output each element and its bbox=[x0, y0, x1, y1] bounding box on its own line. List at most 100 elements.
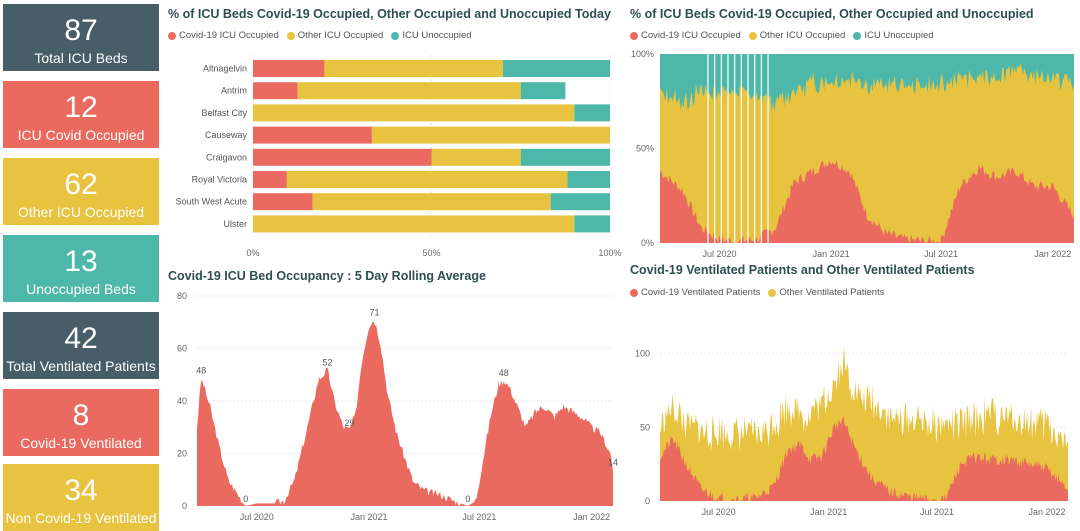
bar-segment bbox=[253, 193, 313, 211]
chart-title-today: % of ICU Beds Covid-19 Occupied, Other O… bbox=[168, 7, 611, 21]
data-label: 29 bbox=[344, 418, 354, 428]
y-tick-label: 60 bbox=[177, 344, 187, 354]
kpi-value: 62 bbox=[64, 168, 98, 201]
x-tick-label: Jul 2020 bbox=[702, 249, 736, 259]
category-label: Altnagelvin bbox=[203, 64, 247, 74]
y-tick-label: 100% bbox=[631, 49, 654, 59]
legend-dot bbox=[286, 31, 295, 40]
legend-item[interactable]: ICU Unoccupied bbox=[391, 30, 472, 41]
legend-label: ICU Unoccupied bbox=[402, 30, 472, 41]
bar-segment bbox=[324, 60, 503, 77]
legend-dot bbox=[391, 31, 400, 40]
bar-segment bbox=[253, 148, 432, 166]
chart-today[interactable]: 0% 50% 100% Altnagelvin Antrim Belfast City Ca… bbox=[165, 55, 622, 260]
kpi-value: 8 bbox=[72, 399, 90, 432]
legend-item[interactable]: Covid-19 ICU Occupied bbox=[168, 30, 279, 41]
bar-segment bbox=[253, 104, 575, 122]
x-tick-label: Jul 2021 bbox=[920, 507, 954, 517]
legend-dot bbox=[853, 31, 862, 40]
category-label: Causeway bbox=[205, 130, 248, 140]
kpi-value: 34 bbox=[64, 474, 98, 507]
y-tick-label: 40 bbox=[177, 396, 187, 406]
bar-segment bbox=[253, 60, 325, 77]
bar-segment bbox=[253, 82, 298, 100]
area-covid-ventilated bbox=[660, 415, 1068, 501]
x-tick-label: Jul 2021 bbox=[462, 512, 496, 522]
x-tick-label: Jan 2021 bbox=[350, 512, 387, 522]
kpi-label: Total Ventilated Patients bbox=[6, 358, 156, 374]
bar-segment bbox=[574, 215, 610, 233]
bar-segment bbox=[520, 148, 610, 166]
legend-dot bbox=[748, 31, 757, 40]
chart-rolling[interactable]: 0 20 40 60 80 48 0 52 29 71 0 48 14 Jul 2020 Jan 2021 J… bbox=[165, 290, 618, 530]
legend-dot bbox=[768, 288, 777, 297]
x-tick-label: Jan 2021 bbox=[810, 507, 847, 517]
y-tick-label: 0 bbox=[182, 501, 187, 511]
kpi-total-icu-beds: 87 Total ICU Beds bbox=[3, 4, 159, 71]
legend-today: Covid-19 ICU Occupied Other ICU Occupied… bbox=[168, 30, 472, 41]
bar-segment bbox=[312, 193, 551, 211]
data-label: 71 bbox=[369, 308, 379, 318]
y-tick-label: 50% bbox=[636, 144, 654, 154]
area-covid-occupied bbox=[660, 159, 1074, 243]
x-tick-label: Jul 2021 bbox=[924, 249, 958, 259]
kpi-total-ventilated: 42 Total Ventilated Patients bbox=[3, 312, 159, 379]
legend-item[interactable]: Other ICU Occupied bbox=[748, 30, 846, 41]
y-tick-label: 100 bbox=[635, 349, 650, 359]
legend-label: ICU Unoccupied bbox=[864, 30, 934, 41]
x-tick-label: Jan 2021 bbox=[813, 249, 850, 259]
category-label: Craigavon bbox=[206, 152, 247, 162]
kpi-value: 13 bbox=[64, 245, 98, 278]
chart-title-history: % of ICU Beds Covid-19 Occupied, Other O… bbox=[630, 7, 1034, 21]
x-tick-label: Jan 2022 bbox=[1029, 507, 1066, 517]
x-tick-label: 50% bbox=[422, 248, 440, 258]
legend-dot bbox=[168, 31, 176, 40]
chart-title-ventilated: Covid-19 Ventilated Patients and Other V… bbox=[630, 263, 975, 277]
chart-ventilated[interactable]: 0 50 100 Jul 2020 Jan 2021 Jul 2021 Jan 2022 bbox=[628, 320, 1078, 530]
kpi-icu-covid-occupied: 12 ICU Covid Occupied bbox=[3, 81, 159, 148]
chart-title-rolling: Covid-19 ICU Bed Occupancy : 5 Day Rolli… bbox=[168, 269, 486, 283]
bar-segment bbox=[502, 60, 610, 77]
data-label: 48 bbox=[499, 368, 509, 378]
bar-segment bbox=[253, 126, 372, 144]
bar-segment bbox=[253, 171, 287, 188]
legend-item[interactable]: Covid-19 ICU Occupied bbox=[630, 30, 741, 41]
bar-segment bbox=[520, 82, 566, 100]
x-tick-label: Jul 2020 bbox=[702, 507, 736, 517]
legend-label: Other Ventilated Patients bbox=[779, 287, 885, 298]
category-label: Antrim bbox=[221, 86, 247, 96]
legend-label: Other ICU Occupied bbox=[297, 30, 384, 41]
kpi-value: 12 bbox=[64, 91, 98, 124]
bar-segment bbox=[253, 215, 575, 233]
kpi-non-covid-ventilated: 34 Non Covid-19 Ventilated bbox=[3, 464, 159, 531]
x-tick-label: Jan 2022 bbox=[573, 512, 610, 522]
kpi-unoccupied-beds: 13 Unoccupied Beds bbox=[3, 235, 159, 302]
legend-item[interactable]: Other Ventilated Patients bbox=[768, 287, 884, 298]
kpi-label: Non Covid-19 Ventilated bbox=[5, 510, 157, 526]
y-tick-label: 20 bbox=[177, 449, 187, 459]
legend-history: Covid-19 ICU Occupied Other ICU Occupied… bbox=[630, 30, 934, 41]
legend-label: Other ICU Occupied bbox=[759, 30, 846, 41]
bar-segment bbox=[371, 126, 610, 144]
data-label: 0 bbox=[465, 494, 470, 504]
category-label: Royal Victoria bbox=[192, 175, 247, 185]
kpi-label: Unoccupied Beds bbox=[26, 281, 136, 297]
x-tick-label: Jan 2022 bbox=[1034, 249, 1071, 259]
legend-item[interactable]: ICU Unoccupied bbox=[853, 30, 934, 41]
legend-ventilated: Covid-19 Ventilated Patients Other Venti… bbox=[630, 287, 884, 298]
legend-label: Covid-19 ICU Occupied bbox=[641, 30, 741, 41]
chart-history[interactable]: 0% 50% 100% Jul 2020 Jan 2021 Jul 2021 Jan 202… bbox=[628, 49, 1078, 265]
kpi-label: Total ICU Beds bbox=[34, 50, 128, 66]
y-tick-label: 0 bbox=[645, 496, 650, 506]
y-tick-label: 0% bbox=[641, 238, 654, 248]
y-tick-label: 50 bbox=[640, 422, 650, 432]
kpi-covid-ventilated: 8 Covid-19 Ventilated bbox=[3, 389, 159, 456]
bar-segment bbox=[431, 148, 521, 166]
kpi-value: 87 bbox=[64, 14, 98, 47]
category-label: South West Acute bbox=[176, 197, 247, 207]
bar-segment bbox=[286, 171, 568, 188]
legend-item[interactable]: Other ICU Occupied bbox=[286, 30, 384, 41]
x-tick-label: 100% bbox=[598, 248, 621, 258]
x-tick-label: Jul 2020 bbox=[240, 512, 274, 522]
legend-item[interactable]: Covid-19 Ventilated Patients bbox=[630, 287, 760, 298]
